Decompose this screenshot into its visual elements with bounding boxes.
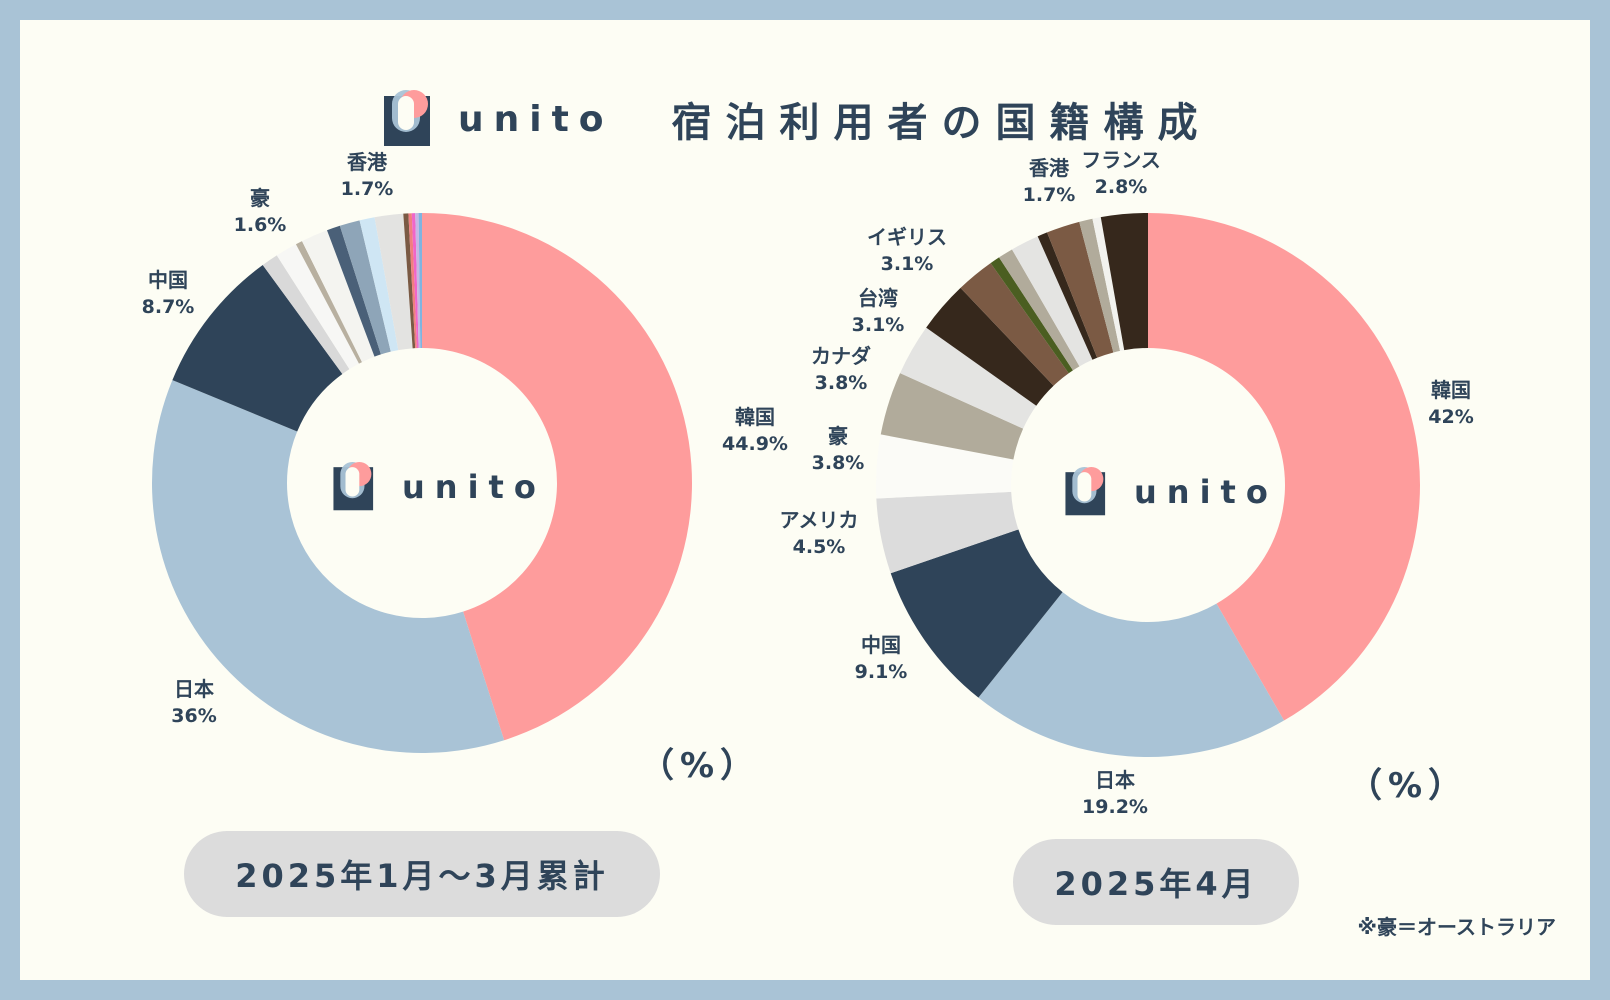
chart1-slice-2-中国 — [172, 264, 343, 432]
left-label-hongkong: 香港 1.7% — [340, 150, 394, 200]
donut-charts — [151, 213, 1421, 758]
chart1-slice-12 — [408, 213, 417, 349]
chart1-slice-11 — [403, 213, 416, 349]
chart2-slice-16-フランス — [1100, 213, 1148, 351]
unito-logo-icon — [1065, 467, 1106, 516]
chart2-slice-0-韓国 — [1148, 213, 1421, 721]
chart2-slice-10 — [999, 249, 1080, 371]
left-center-brand: unito — [330, 460, 546, 514]
chart1-slice-4 — [276, 244, 359, 370]
page-title: 宿泊利用者の国籍構成 — [671, 100, 1212, 146]
chart2-slice-4-豪 — [876, 434, 1014, 499]
chart2-slice-12 — [1037, 232, 1098, 360]
chart2-slice-9 — [990, 257, 1073, 374]
right-label-japan: 日本 19.2% — [1082, 768, 1148, 818]
brand-name: unito — [458, 98, 614, 140]
chart1-slice-6-豪 — [302, 230, 375, 363]
chart1-slice-10-香港 — [374, 213, 413, 351]
chart1-slice-1-日本 — [151, 380, 505, 753]
center-brand-name: unito — [402, 468, 546, 506]
chart1-slice-5 — [295, 241, 363, 364]
left-period-pill: 2025年1月〜3月累計 — [184, 831, 660, 917]
chart1-slice-15 — [418, 213, 422, 349]
chart2-slice-14 — [1079, 218, 1121, 353]
unito-logo-icon — [333, 462, 374, 511]
infographic-card: unito 宿泊利用者の国籍構成 unito unito 韓国 44.9% 日本 3… — [20, 20, 1590, 980]
left-label-china: 中国 8.7% — [141, 268, 195, 318]
chart2-slice-8 — [960, 263, 1069, 386]
right-label-canada: カナダ 3.8% — [811, 344, 871, 394]
chart1-slice-8 — [339, 220, 391, 355]
chart1-slice-9 — [359, 217, 399, 352]
left-label-japan: 日本 36% — [171, 677, 217, 727]
unito-logo-icon — [384, 90, 430, 146]
chart2-slice-1-日本 — [978, 592, 1284, 758]
chart1-slice-7 — [326, 225, 381, 357]
chart1-slice-14 — [415, 213, 421, 349]
left-label-australia: 豪 1.6% — [233, 186, 287, 236]
chart2-slice-13 — [1047, 221, 1114, 358]
chart2-slice-6-台湾 — [900, 327, 1037, 429]
chart2-slice-5-カナダ — [880, 373, 1024, 460]
right-label-taiwan: 台湾 3.1% — [851, 286, 905, 336]
center-brand-name: unito — [1134, 473, 1278, 511]
right-label-usa: アメリカ 4.5% — [779, 508, 859, 558]
chart2-slice-7-イギリス — [926, 287, 1054, 406]
right-label-korea: 韓国 42% — [1428, 378, 1474, 428]
right-label-uk: イギリス 3.1% — [867, 225, 947, 275]
chart2-slice-3-アメリカ — [876, 491, 1019, 574]
chart2-slice-11-香港 — [1012, 236, 1093, 367]
right-period-pill: 2025年4月 — [1013, 839, 1299, 925]
left-label-korea: 韓国 44.9% — [722, 405, 788, 455]
chart1-slice-13 — [411, 213, 419, 349]
right-label-hongkong: 香港 1.7% — [1022, 156, 1076, 206]
chart2-slice-15 — [1092, 217, 1125, 351]
footnote: ※豪＝オーストラリア — [1357, 915, 1556, 939]
chart1-slice-0-韓国 — [422, 213, 692, 741]
chart2-slice-2-中国 — [890, 529, 1063, 698]
right-unit-label: （%） — [1348, 766, 1469, 806]
right-label-china: 中国 9.1% — [854, 633, 908, 683]
header: unito 宿泊利用者の国籍構成 — [380, 84, 1212, 154]
right-center-brand: unito — [1062, 465, 1278, 519]
chart1-slice-3 — [262, 255, 350, 374]
right-label-france: フランス 2.8% — [1081, 148, 1161, 198]
right-label-australia: 豪 3.8% — [811, 424, 865, 474]
left-unit-label: （%） — [640, 746, 761, 786]
